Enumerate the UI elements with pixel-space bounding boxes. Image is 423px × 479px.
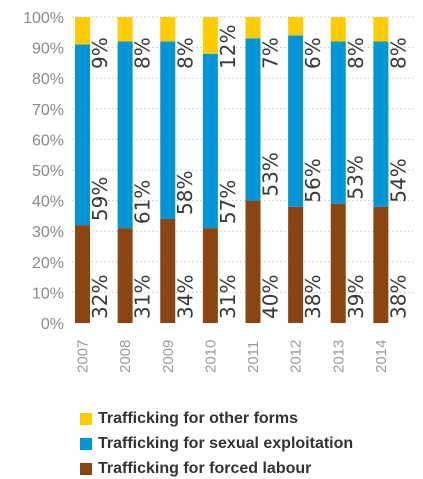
bar-segment-other <box>202 17 218 54</box>
data-label-forced: 31% <box>131 275 155 319</box>
bar-segment-forced <box>373 206 389 323</box>
data-label-other: 8% <box>344 37 368 69</box>
x-tick-label: 2013 <box>330 340 347 373</box>
bar-segment-sexual <box>117 41 133 229</box>
data-label-other: 12% <box>216 25 240 69</box>
data-label-forced: 38% <box>301 275 325 319</box>
bar-segment-sexual <box>288 35 304 207</box>
data-label-other: 9% <box>88 37 112 69</box>
bar-segment-other <box>330 17 346 42</box>
y-tick-label: 40% <box>32 194 64 211</box>
data-label-other: 8% <box>386 37 410 69</box>
bar-segment-forced <box>245 200 261 323</box>
x-tick-label: 2014 <box>373 340 390 373</box>
bars <box>75 17 389 323</box>
data-label-sexual: 56% <box>301 158 325 202</box>
data-label-forced: 38% <box>386 275 410 319</box>
data-label-sexual: 59% <box>88 177 112 221</box>
data-label-other: 8% <box>131 37 155 69</box>
bar-segment-other <box>117 17 133 42</box>
legend-item-sexual-exploitation: Trafficking for sexual exploitation <box>80 431 353 456</box>
data-label-other: 6% <box>301 37 325 69</box>
bar-segment-forced <box>288 206 304 323</box>
x-axis: 2007 2008 2009 2010 2011 2012 2013 2014 <box>75 340 390 373</box>
x-tick-label: 2011 <box>245 341 262 373</box>
x-tick-label: 2012 <box>288 340 305 373</box>
data-label-forced: 40% <box>259 275 283 319</box>
data-label-sexual: 54% <box>386 158 410 202</box>
legend-label-forced-labour: Trafficking for forced labour <box>98 459 312 477</box>
legend-label-other-forms: Trafficking for other forms <box>98 409 299 427</box>
legend: Trafficking for other forms Trafficking … <box>80 406 353 479</box>
legend-item-forced-labour: Trafficking for forced labour <box>80 456 353 479</box>
data-label-other: 8% <box>173 37 197 69</box>
data-label-forced: 31% <box>216 275 240 319</box>
x-tick-label: 2010 <box>202 340 219 373</box>
legend-swatch-other-forms <box>80 412 92 425</box>
bar-segment-other <box>245 17 261 39</box>
y-tick-label: 10% <box>32 285 64 302</box>
data-label-sexual: 61% <box>131 180 155 224</box>
bar-segment-other <box>373 17 389 42</box>
data-label-sexual: 58% <box>173 171 197 215</box>
legend-swatch-forced-labour <box>80 462 92 475</box>
bar-segment-sexual <box>160 41 176 219</box>
legend-label-sexual-exploitation: Trafficking for sexual exploitation <box>98 434 354 452</box>
data-label-other: 7% <box>259 37 283 69</box>
bar-segment-other <box>288 17 304 36</box>
legend-swatch-sexual-exploitation <box>80 437 92 450</box>
y-tick-label: 90% <box>32 41 64 58</box>
x-tick-label: 2009 <box>160 340 177 373</box>
bar-segment-sexual <box>245 38 261 201</box>
data-label-sexual: 53% <box>259 152 283 196</box>
y-tick-label: 70% <box>32 102 64 119</box>
bar-segment-sexual <box>373 41 389 207</box>
y-tick-label: 60% <box>32 132 64 149</box>
bar-segment-forced <box>160 218 176 323</box>
data-label-forced: 32% <box>88 275 112 319</box>
y-tick-label: 100% <box>23 10 64 27</box>
bar-segment-other <box>160 17 176 42</box>
bar-segment-sexual <box>202 53 218 229</box>
x-tick-label: 2007 <box>75 340 92 373</box>
bar-segment-forced <box>75 225 90 323</box>
y-tick-label: 20% <box>32 255 64 272</box>
bar-segment-forced <box>117 228 133 323</box>
data-label-forced: 39% <box>344 275 368 319</box>
bar-segment-forced <box>330 203 346 323</box>
y-tick-label: 80% <box>32 71 64 88</box>
data-label-sexual: 57% <box>216 180 240 224</box>
bar-segment-forced <box>202 228 218 323</box>
y-tick-label: 50% <box>32 163 64 180</box>
legend-item-other-forms: Trafficking for other forms <box>80 406 353 431</box>
data-label-forced: 34% <box>173 275 197 319</box>
x-tick-label: 2008 <box>117 340 134 373</box>
data-labels: 32% 59% 9% 31% 61% 8% 34% 58% 8% 31% 57% 12% 40% 53% 7… <box>88 25 410 319</box>
bar-segment-sexual <box>330 41 346 204</box>
data-label-sexual: 53% <box>344 155 368 199</box>
y-tick-label: 0% <box>41 316 64 333</box>
stacked-bar-chart: 0% 10% 20% 30% 40% 50% 60% 70% 80% 90% 100% 32% 59%… <box>23 10 413 373</box>
y-tick-label: 30% <box>32 224 64 241</box>
bar-segment-other <box>75 17 90 45</box>
bar-segment-sexual <box>75 44 90 226</box>
y-axis: 0% 10% 20% 30% 40% 50% 60% 70% 80% 90% 100% <box>23 10 64 333</box>
